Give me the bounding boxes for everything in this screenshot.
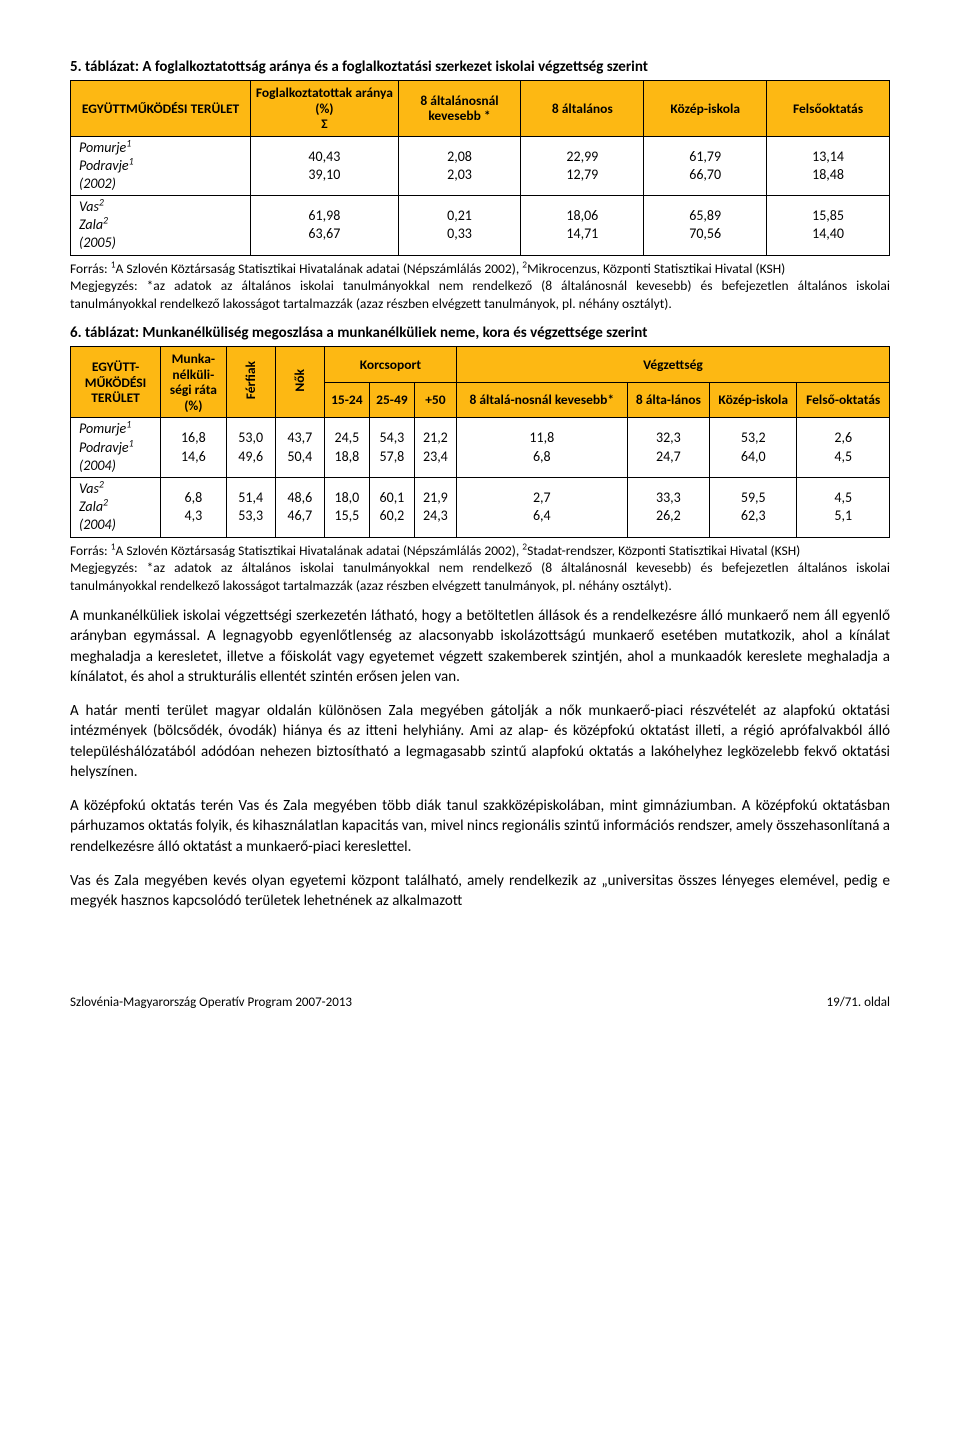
t6-h-female: Nők <box>275 347 324 418</box>
table-cell: 2,7 6,4 <box>456 477 627 537</box>
table-cell: 4,5 5,1 <box>797 477 890 537</box>
table-cell: 2,08 2,03 <box>398 136 521 196</box>
paragraph-3: A középfokú oktatás terén Vas és Zala me… <box>70 796 890 857</box>
table-cell: 0,21 0,33 <box>398 196 521 256</box>
table-cell: 53,2 64,0 <box>710 418 797 478</box>
t5-h-lt8: 8 általánosnál kevesebb * <box>398 81 521 137</box>
table-cell: 65,89 70,56 <box>644 196 767 256</box>
t5-h-high: Felsőoktatás <box>767 81 890 137</box>
table6: EGYÜTT-MŰKÖDÉSI TERÜLET Munka-nélküli-sé… <box>70 346 890 537</box>
paragraph-1: A munkanélküliek iskolai végzettségi sze… <box>70 606 890 687</box>
table-cell: 33,3 26,2 <box>627 477 709 537</box>
table-cell: 60,1 60,2 <box>369 477 414 537</box>
table-row-label: Vas2Zala2(2004) <box>71 477 161 537</box>
t6-h-a2: 25-49 <box>369 382 414 418</box>
table-cell: 59,5 62,3 <box>710 477 797 537</box>
footer-right: 19/71. oldal <box>827 995 890 1010</box>
t6-h-edu: Végzettség <box>456 347 889 383</box>
t6-h-e4: Felső-oktatás <box>797 382 890 418</box>
table-row-label: Pomurje1Podravje1(2004) <box>71 418 161 478</box>
table-cell: 51,4 53,3 <box>226 477 275 537</box>
table-cell: 13,14 18,48 <box>767 136 890 196</box>
table-cell: 53,0 49,6 <box>226 418 275 478</box>
table-cell: 16,8 14,6 <box>161 418 227 478</box>
t6-h-rate: Munka-nélküli-ségi ráta (%) <box>161 347 227 418</box>
t6-h-agegroup: Korcsoport <box>324 347 456 383</box>
table-cell: 43,7 50,4 <box>275 418 324 478</box>
table-cell: 24,5 18,8 <box>324 418 369 478</box>
table6-title: 6. táblázat: Munkanélküliség megoszlása … <box>70 324 890 342</box>
t6-h-e3: Közép-iskola <box>710 382 797 418</box>
t5-h-g8: 8 általános <box>521 81 644 137</box>
t6-h-e2: 8 álta-lános <box>627 382 709 418</box>
table-row-label: Vas2Zala2(2005) <box>71 196 251 256</box>
table-cell: 54,3 57,8 <box>369 418 414 478</box>
t5-h-area: EGYÜTTMŰKÖDÉSI TERÜLET <box>71 81 251 137</box>
table-cell: 21,2 23,4 <box>414 418 456 478</box>
table-cell: 6,8 4,3 <box>161 477 227 537</box>
table5-source: Forrás: 1A Szlovén Köztársaság Statiszti… <box>70 260 890 313</box>
table-cell: 48,6 46,7 <box>275 477 324 537</box>
table-cell: 61,79 66,70 <box>644 136 767 196</box>
table-cell: 61,98 63,67 <box>251 196 398 256</box>
table-cell: 22,99 12,79 <box>521 136 644 196</box>
t5-h-ratio: Foglalkoztatottak aránya (%) Σ <box>251 81 398 137</box>
table-cell: 11,8 6,8 <box>456 418 627 478</box>
table-cell: 32,3 24,7 <box>627 418 709 478</box>
footer-left: Szlovénia-Magyarország Operatív Program … <box>70 995 352 1010</box>
t6-h-area: EGYÜTT-MŰKÖDÉSI TERÜLET <box>71 347 161 418</box>
table-cell: 40,43 39,10 <box>251 136 398 196</box>
table5-title: 5. táblázat: A foglalkoztatottság aránya… <box>70 58 890 76</box>
t6-h-a3: +50 <box>414 382 456 418</box>
table-row-label: Pomurje1Podravje1(2002) <box>71 136 251 196</box>
table-cell: 18,0 15,5 <box>324 477 369 537</box>
table-cell: 15,85 14,40 <box>767 196 890 256</box>
t6-h-e1: 8 általá-nosnál kevesebb* <box>456 382 627 418</box>
t5-h-mid: Közép-iskola <box>644 81 767 137</box>
table5: EGYÜTTMŰKÖDÉSI TERÜLET Foglalkoztatottak… <box>70 80 890 256</box>
t6-h-a1: 15-24 <box>324 382 369 418</box>
t6-h-male: Férfiak <box>226 347 275 418</box>
table-cell: 2,6 4,5 <box>797 418 890 478</box>
paragraph-2: A határ menti terület magyar oldalán kül… <box>70 701 890 782</box>
paragraph-4: Vas és Zala megyében kevés olyan egyetem… <box>70 871 890 912</box>
table6-source: Forrás: 1A Szlovén Köztársaság Statiszti… <box>70 542 890 595</box>
table-cell: 18,06 14,71 <box>521 196 644 256</box>
table-cell: 21,9 24,3 <box>414 477 456 537</box>
